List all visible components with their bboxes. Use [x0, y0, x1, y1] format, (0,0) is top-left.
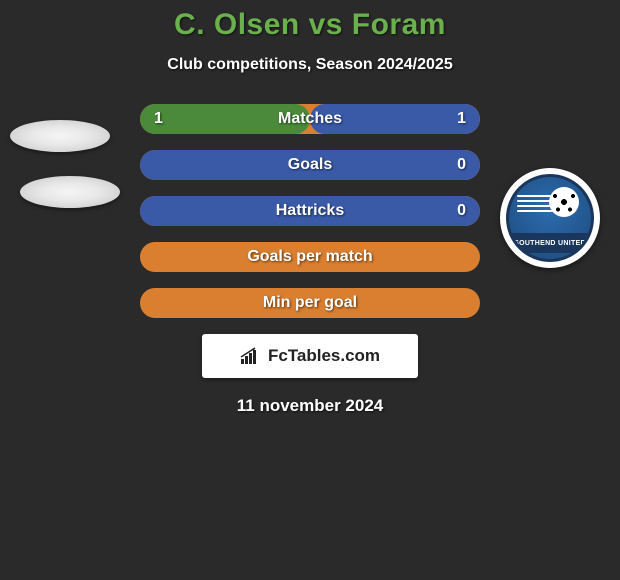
stat-value-left: 1 [154, 110, 163, 128]
stat-row: Matches 1 1 [140, 104, 480, 134]
stat-value-right: 1 [457, 110, 466, 128]
stat-value-right: 0 [457, 156, 466, 174]
stat-label: Hattricks [276, 202, 344, 220]
stat-label: Matches [278, 110, 342, 128]
stat-label: Goals per match [247, 248, 372, 266]
stat-label: Goals [288, 156, 332, 174]
brand-text: FcTables.com [268, 346, 380, 366]
brand-logo[interactable]: FcTables.com [202, 334, 418, 378]
comparison-card: C. Olsen vs Foram Club competitions, Sea… [0, 0, 620, 416]
stat-value-right: 0 [457, 202, 466, 220]
stat-row: Min per goal [140, 288, 480, 318]
page-subtitle: Club competitions, Season 2024/2025 [0, 56, 620, 74]
stat-row: Goals 0 [140, 150, 480, 180]
page-title: C. Olsen vs Foram [0, 8, 620, 42]
snapshot-date: 11 november 2024 [0, 396, 620, 416]
bar-chart-icon [240, 347, 262, 365]
stats-list: Matches 1 1 Goals 0 Hattricks 0 Goals per match… [0, 104, 620, 318]
stat-row: Goals per match [140, 242, 480, 272]
stat-row: Hattricks 0 [140, 196, 480, 226]
stat-label: Min per goal [263, 294, 357, 312]
